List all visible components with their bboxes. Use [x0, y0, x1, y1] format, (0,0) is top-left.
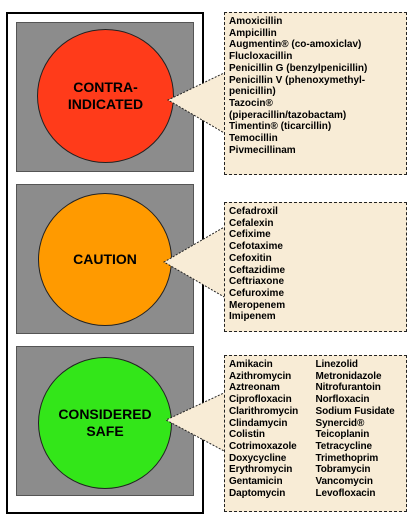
drug-name: Ampicillin — [229, 27, 277, 39]
drug-name: Amoxicillin — [229, 16, 283, 27]
caution-pointer — [163, 225, 227, 299]
drug-name: Amikacin — [229, 359, 273, 370]
drug-name: Temocillin — [229, 133, 278, 145]
contraindicated-label: CONTRA- INDICATED — [67, 79, 144, 112]
drug-name: Cefuroxime — [229, 287, 285, 299]
drug-name: Clarithromycin — [229, 405, 299, 417]
drug-name: Gentamicin — [229, 476, 283, 488]
drug-name: Meropenem — [229, 299, 286, 311]
considered-safe-light: CONSIDERED SAFE — [38, 357, 172, 489]
drug-name: penicillin) — [229, 86, 276, 98]
drug-name: Levofloxacin — [315, 487, 376, 499]
drug-name: Synercid® — [315, 417, 365, 429]
contraindicated-drug-list-box: Amoxicillin Ampicillin Augmentin® (co-amox… — [224, 12, 407, 175]
drug-name: Flucloxacillin — [229, 51, 293, 63]
drug-name: Azithromycin — [229, 370, 292, 382]
drug-name: Cefadroxil — [229, 206, 278, 217]
drug-name: Penicillin V (phenoxymethyl- — [229, 74, 366, 86]
drug-name: Penicillin G (benzylpenicillin) — [229, 62, 368, 74]
safe-drug-list-box: Amikacin Azithromycin Aztreonam Ciprofloxac… — [224, 355, 407, 512]
drug-name: Cefotaxime — [229, 241, 283, 253]
drug-name: Clindamycin — [229, 417, 288, 429]
drug-name: Cefoxitin — [229, 252, 272, 264]
drug-name: Trimethoprim — [315, 452, 379, 464]
drug-name: Aztreonam — [229, 382, 280, 394]
drug-name: Linezolid — [315, 359, 359, 370]
caution-drug-list: Cefadroxil Cefalexin Cefixime Cefotaxime Cef… — [229, 206, 402, 323]
drug-name: Ceftriaxone — [229, 276, 285, 288]
drug-name: Daptomycin — [229, 487, 286, 499]
drug-name: Tetracycline — [315, 440, 373, 452]
drug-name: Doxycycline — [229, 452, 287, 464]
drug-name: Pivmecillinam — [229, 144, 296, 156]
drug-name: Vancomycin — [315, 476, 373, 488]
drug-name: Ceftazidime — [229, 264, 286, 276]
contraindicated-pointer — [166, 71, 227, 135]
drug-name: Cefalexin — [229, 217, 274, 229]
safe-pointer — [164, 391, 227, 453]
drug-name: Cotrimoxazole — [229, 440, 297, 452]
drug-name: Tobramycin — [315, 464, 371, 476]
drug-name: Norfloxacin — [315, 394, 370, 406]
drug-name: Metronidazole — [315, 370, 382, 382]
drug-name: Timentin® (ticarcillin) — [229, 121, 332, 133]
drug-name: Cefixime — [229, 229, 271, 241]
drug-name: Erythromycin — [229, 464, 293, 476]
safe-drug-list-column-2: Linezolid Metronidazole Nitrofurantoin Norf… — [316, 359, 403, 499]
drug-name: Augmentin® (co-amoxiclav) — [229, 39, 362, 51]
drug-name: Colistin — [229, 429, 265, 441]
drug-name: Tazocin® — [229, 97, 273, 109]
caution-label: CAUTION — [73, 251, 137, 267]
contraindicated-drug-list: Amoxicillin Ampicillin Augmentin® (co-amox… — [229, 16, 402, 156]
safe-drug-list-column-1: Amikacin Azithromycin Aztreonam Ciprofloxac… — [229, 359, 316, 499]
contraindicated-light: CONTRA- INDICATED — [37, 29, 174, 163]
drug-name: Ciprofloxacin — [229, 394, 292, 406]
drug-name: Imipenem — [229, 311, 276, 323]
drug-name: Nitrofurantoin — [315, 382, 381, 394]
caution-light: CAUTION — [38, 193, 172, 326]
considered-safe-label: CONSIDERED SAFE — [58, 406, 152, 439]
drug-name: (piperacillin/tazobactam) — [229, 109, 347, 121]
drug-name: Teicoplanin — [315, 429, 370, 441]
caution-drug-list-box: Cefadroxil Cefalexin Cefixime Cefotaxime Cef… — [224, 202, 407, 332]
drug-name: Sodium Fusidate — [315, 405, 395, 417]
